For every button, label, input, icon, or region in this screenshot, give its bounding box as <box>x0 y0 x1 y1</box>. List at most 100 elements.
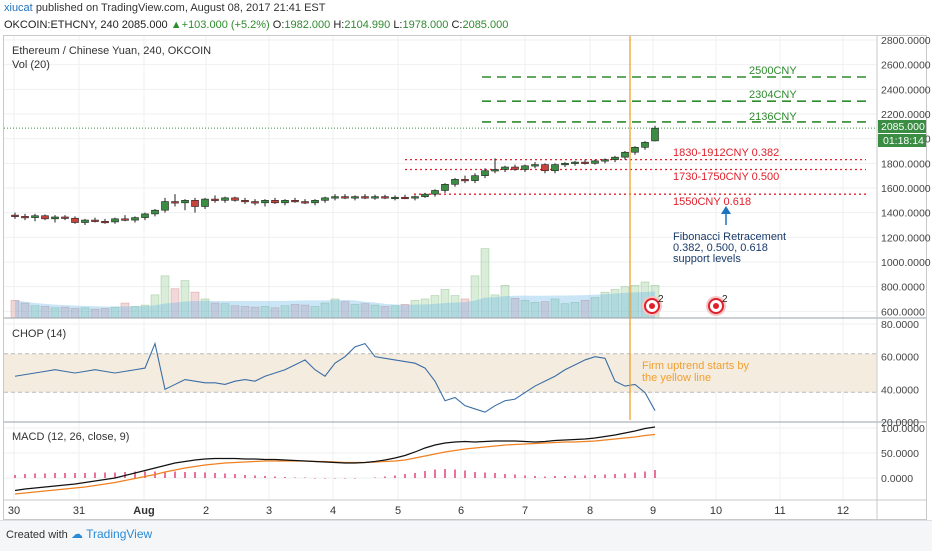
candle <box>411 195 419 201</box>
chop-tick-label: 40.0000 <box>881 384 919 396</box>
candle-body <box>91 219 99 222</box>
created-with-text: Created with <box>6 529 68 541</box>
candle <box>311 199 319 206</box>
candle <box>351 195 359 201</box>
candle-body <box>401 196 409 200</box>
tradingview-brand-link[interactable]: ☁ TradingView <box>71 527 153 541</box>
candle-body <box>231 197 239 201</box>
candle-body <box>571 161 579 164</box>
candle <box>91 217 99 223</box>
candle <box>251 199 259 206</box>
candle-body <box>301 201 309 204</box>
candle-body <box>21 216 29 219</box>
candle-body <box>221 197 229 201</box>
event-badge-2[interactable]: 2 <box>706 294 728 316</box>
candle <box>301 199 309 205</box>
candle <box>601 158 609 164</box>
indicator-layer <box>4 341 877 495</box>
price-tick-label: 1800.0000 <box>881 158 931 170</box>
candle <box>321 196 329 203</box>
candle <box>291 197 299 203</box>
candle-body <box>521 165 529 170</box>
candle-body <box>391 196 399 200</box>
fib-label-2: 1730-1750CNY 0.500 <box>673 171 779 183</box>
candle <box>581 159 589 165</box>
candle-body <box>141 213 149 218</box>
high-value: 2104.990 <box>344 19 391 31</box>
candle-body <box>611 156 619 160</box>
candle-body <box>631 147 639 153</box>
candle <box>551 163 559 174</box>
candle <box>111 217 119 224</box>
candle-body <box>181 200 189 204</box>
time-axis[interactable]: 30 31 Aug 2 3 4 5 6 7 8 9 10 11 12 <box>8 505 849 517</box>
fib-note-line-2: 0.382, 0.500, 0.618 <box>673 242 768 254</box>
price-axis[interactable]: 2800.00002600.00002400.00002200.00002000… <box>881 35 931 318</box>
candle <box>121 215 129 222</box>
candle <box>261 199 269 207</box>
price-tick-label: 2400.0000 <box>881 84 931 96</box>
fib-note-line-3: support levels <box>673 253 741 265</box>
candle <box>141 212 149 221</box>
event-badge-1[interactable]: 2 <box>642 294 664 316</box>
candle <box>271 197 279 205</box>
macd-tick-label: 50.0000 <box>881 448 919 460</box>
up-arrow-icon: ▲ <box>170 19 182 31</box>
candle-body <box>641 142 649 148</box>
high-label: H: <box>333 19 345 31</box>
tradingview-cloud-icon: ☁ <box>71 527 83 541</box>
countdown-tag-text: 01:18:14 <box>883 135 924 147</box>
candle <box>621 151 629 160</box>
macd-axis[interactable]: 100.0000 50.0000 0.0000 <box>881 423 925 485</box>
time-tick-label: 9 <box>650 505 656 517</box>
candle <box>371 194 379 200</box>
candle-body <box>421 193 429 197</box>
candle-body <box>41 215 49 220</box>
candle <box>211 195 219 203</box>
candle <box>81 218 89 225</box>
author-link[interactable]: xiucat <box>4 2 33 14</box>
price-tick-label: 1000.0000 <box>881 257 931 269</box>
candle-body <box>601 159 609 162</box>
candle <box>591 159 599 165</box>
candle <box>281 199 289 206</box>
candle <box>441 183 449 193</box>
chop-band <box>4 353 877 393</box>
time-tick-label: 10 <box>710 505 722 517</box>
candle-body <box>341 196 349 199</box>
event-badge-count: 2 <box>722 294 728 305</box>
candle <box>641 141 649 150</box>
candle <box>541 163 549 174</box>
chart-canvas[interactable]: Ethereum / Chinese Yuan, 240, OKCOIN Vol… <box>0 0 932 520</box>
candle <box>611 155 619 163</box>
chop-axis[interactable]: 80.0000 60.0000 40.0000 20.0000 <box>881 319 919 429</box>
macd-line <box>14 426 656 492</box>
chop-note-line-1: Firm uptrend starts by <box>642 360 749 372</box>
candle-body <box>281 200 289 204</box>
time-tick-label: 5 <box>395 505 401 517</box>
candle-body <box>351 196 359 199</box>
candle-body <box>411 196 419 199</box>
chart-title: Ethereum / Chinese Yuan, 240, OKCOIN <box>12 45 211 57</box>
fib-note-line-1: Fibonacci Retracement <box>673 231 786 243</box>
candle <box>331 194 339 201</box>
time-tick-label: 6 <box>458 505 464 517</box>
candle-body <box>211 198 219 201</box>
volume-ma-area <box>15 291 655 318</box>
candle <box>491 158 499 174</box>
fib-label-3: 1550CNY 0.618 <box>673 196 751 208</box>
candle <box>191 197 199 213</box>
time-tick-label: 31 <box>73 505 85 517</box>
macd-tick-label: 0.0000 <box>881 473 913 485</box>
candle-body <box>271 200 279 204</box>
fib-arrow-icon <box>721 206 731 225</box>
candle <box>571 160 579 166</box>
candle-body <box>431 190 439 195</box>
candle-body <box>201 198 209 207</box>
candle-body <box>111 218 119 223</box>
macd-signal-line <box>14 433 656 495</box>
candle <box>101 218 109 224</box>
price-tick-label: 1200.0000 <box>881 232 931 244</box>
candle <box>241 197 249 205</box>
open-value: 1982.000 <box>284 19 331 31</box>
